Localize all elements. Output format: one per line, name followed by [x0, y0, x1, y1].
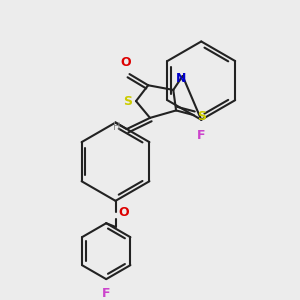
Text: N: N — [176, 72, 187, 85]
Text: S: S — [123, 94, 132, 108]
Text: S: S — [197, 110, 206, 124]
Text: H: H — [113, 122, 120, 132]
Text: F: F — [197, 129, 206, 142]
Text: O: O — [121, 56, 131, 69]
Text: O: O — [118, 206, 129, 218]
Text: F: F — [102, 286, 110, 300]
